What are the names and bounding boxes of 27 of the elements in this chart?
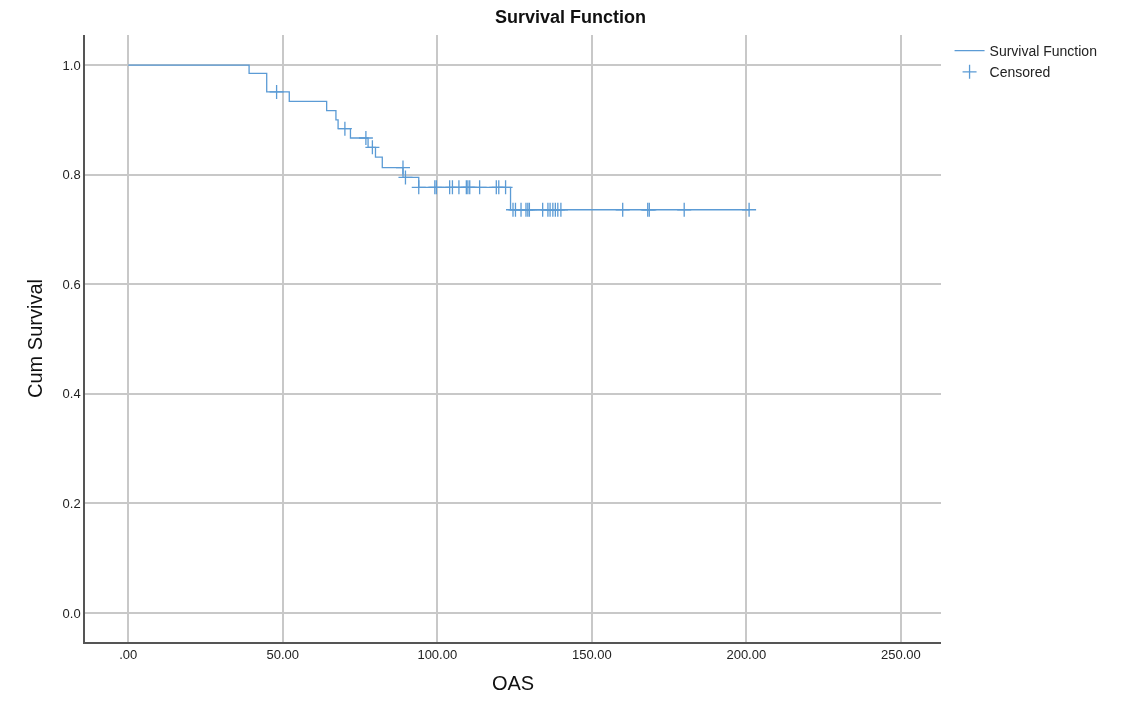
point bbox=[615, 202, 631, 218]
y-tick-label: 0.6 bbox=[62, 276, 81, 292]
point bbox=[471, 179, 488, 195]
y-tick-label: 1.0 bbox=[62, 57, 81, 73]
chart-title: Survival Function bbox=[494, 7, 647, 28]
y-tick-label: 0.8 bbox=[62, 167, 81, 183]
point bbox=[676, 202, 692, 218]
point bbox=[497, 179, 514, 195]
legend-label: Survival Function bbox=[989, 43, 1097, 60]
point bbox=[268, 84, 285, 100]
y-tick-label: 0.2 bbox=[62, 495, 81, 511]
y-tick-label: 0.0 bbox=[62, 605, 81, 621]
point bbox=[337, 121, 353, 137]
point bbox=[741, 202, 757, 218]
x-axis-title: OAS bbox=[491, 672, 535, 695]
y-axis-title: Cum Survival bbox=[23, 279, 46, 398]
x-tick-label: 100.00 bbox=[417, 647, 458, 663]
point bbox=[411, 179, 427, 195]
x-tick-label: 150.00 bbox=[571, 647, 612, 663]
point bbox=[397, 169, 414, 186]
point bbox=[395, 159, 411, 176]
x-tick-label: 200.00 bbox=[726, 647, 767, 663]
y-tick-label: 0.4 bbox=[62, 386, 81, 402]
x-tick-label: 50.00 bbox=[266, 647, 300, 663]
x-tick-label: .00 bbox=[119, 647, 138, 663]
x-tick-label: 250.00 bbox=[880, 647, 921, 663]
legend-label: Censored bbox=[989, 64, 1051, 81]
